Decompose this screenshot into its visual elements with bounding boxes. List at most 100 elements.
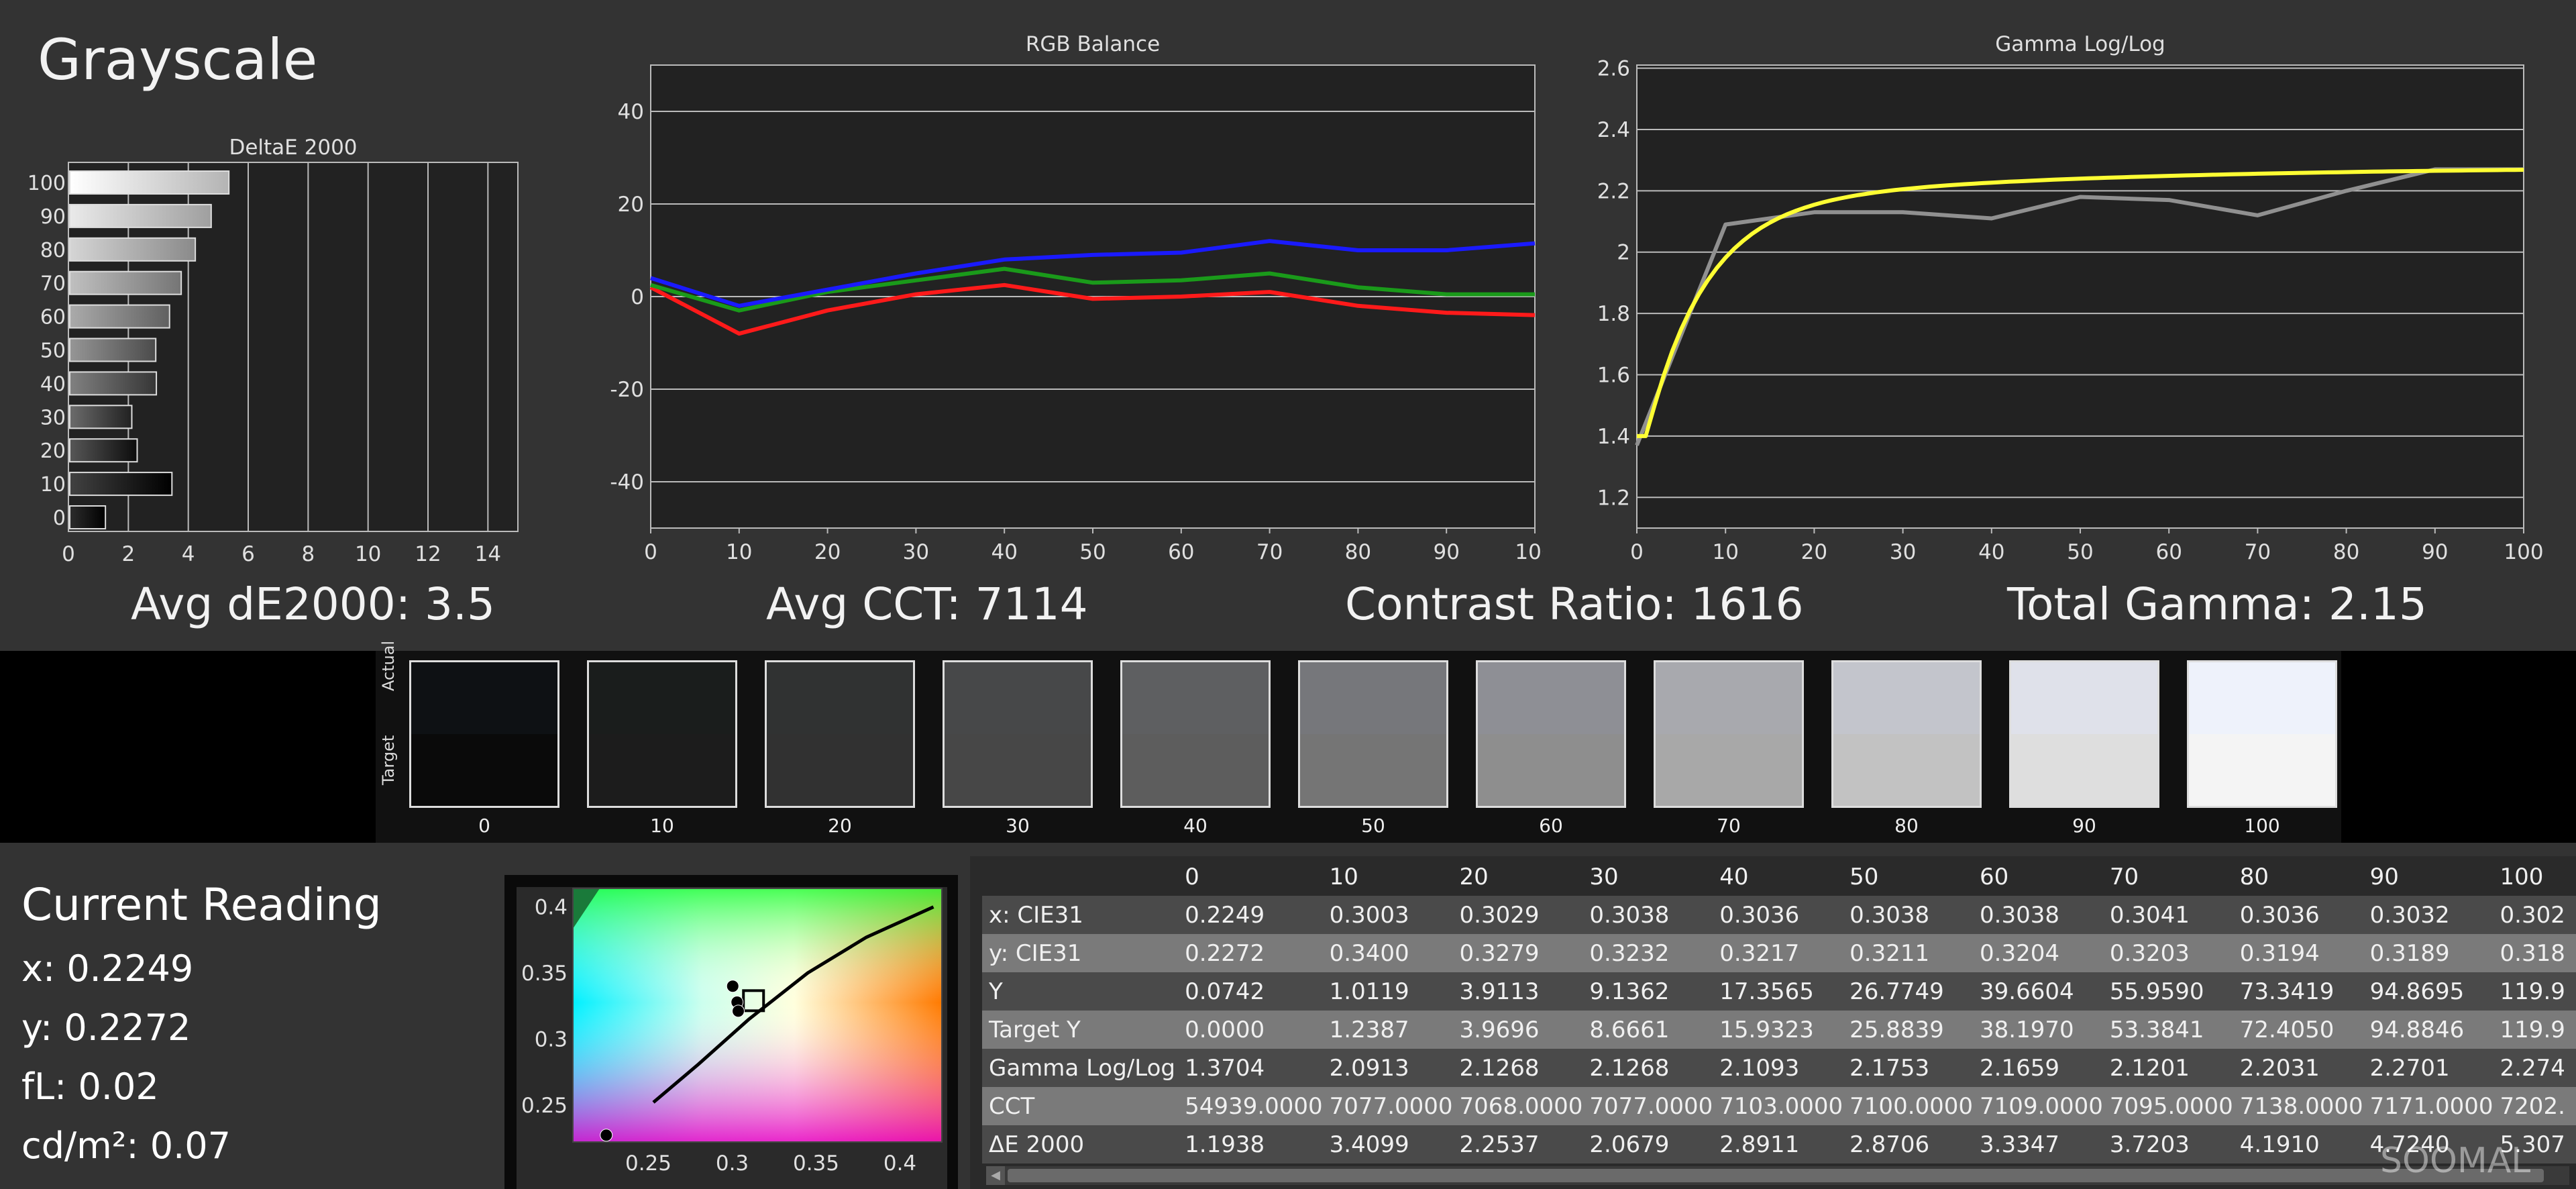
table-row-label: y: CIE31: [989, 939, 1082, 967]
table-cell: 7077.0000: [1589, 1092, 1713, 1120]
avg-de-summary: Avg dE2000: 3.5: [131, 578, 495, 630]
actual-label: Actual: [379, 640, 398, 691]
table-cell: 26.7749: [1849, 978, 1944, 1005]
table-cell: 73.3419: [2239, 978, 2334, 1005]
table-cell: 72.4050: [2239, 1016, 2334, 1043]
deltae-x-tick: 4: [182, 542, 195, 566]
table-cell: 0.3194: [2239, 939, 2320, 967]
deltae-bar: [69, 270, 182, 295]
rgb-chart-y-tick: -40: [610, 470, 644, 495]
table-cell: 0.3211: [1849, 939, 1930, 967]
table-cell: 38.1970: [1980, 1016, 2074, 1043]
cie-x-tick: 0.4: [883, 1151, 916, 1176]
table-row: y: CIE31 0.2272 0.3400 0.3279 0.3232 0.3217 0.…: [982, 934, 2576, 972]
table-row: CCT 54939.0000 7077.0000 7068.0000 7077.0000…: [982, 1087, 2576, 1125]
deltae-y-tick: 40: [40, 372, 66, 396]
deltae-y-tick: 70: [40, 272, 66, 296]
contrast-summary: Contrast Ratio: 1616: [1345, 578, 1804, 630]
swatch-actual: [1122, 662, 1269, 734]
rgb-chart-x-tick: 10: [726, 540, 752, 564]
table-cell: 3.7203: [2109, 1131, 2190, 1158]
cie-point: [600, 1129, 613, 1142]
rgb-chart-x-tick: 60: [1168, 540, 1194, 564]
gamma-chart-series-line: [1637, 168, 2524, 438]
table-cell: 7100.0000: [1849, 1092, 1974, 1120]
table-cell: 5.307: [2500, 1131, 2565, 1158]
data-table: 0 10 20 30 40 50 60 70 80 90 100 x: CIE31 0.2249 0.3…: [982, 858, 2576, 1164]
swatch-30: [943, 660, 1093, 808]
table-cell: 7077.0000: [1329, 1092, 1453, 1120]
swatch-target: [767, 734, 913, 806]
rgb-chart-y-tick: 20: [618, 193, 644, 217]
table-cell: 0.3203: [2109, 939, 2190, 967]
table-cell: 2.0679: [1589, 1131, 1670, 1158]
table-cell: 53.3841: [2109, 1016, 2204, 1043]
deltae-y-tick: 10: [40, 473, 66, 497]
gamma-chart-title: Gamma Log/Log: [1995, 32, 2165, 56]
swatch-actual: [1300, 662, 1446, 734]
table-cell: 9.1362: [1589, 978, 1670, 1005]
reading-cdm2: cd/m²: 0.07: [21, 1125, 231, 1167]
table-cell: 0.3189: [2369, 939, 2450, 967]
deltae-x-tick: 10: [355, 542, 381, 566]
table-header-cell: 10: [1329, 863, 1358, 890]
deltae-y-tick: 20: [40, 440, 66, 463]
rgb-chart-x-tick: 50: [1079, 540, 1106, 564]
table-cell: 94.8695: [2369, 978, 2465, 1005]
swatch-label: 10: [650, 815, 674, 837]
deltae-bar: [69, 304, 170, 329]
reading-x: x: 0.2249: [21, 947, 194, 990]
table-cell: 2.1201: [2109, 1054, 2190, 1082]
scrollbar-thumb[interactable]: [1008, 1169, 2544, 1182]
table-cell: 0.3279: [1459, 939, 1540, 967]
avg-cct-summary: Avg CCT: 7114: [766, 578, 1088, 630]
table-row-label: CCT: [989, 1092, 1035, 1120]
horizontal-scrollbar[interactable]: ◀: [986, 1166, 2569, 1185]
table-row-label: Gamma Log/Log: [989, 1054, 1175, 1082]
table-cell: 4.7240: [2369, 1131, 2450, 1158]
cie-gamut-corner: [573, 888, 600, 929]
swatch-target: [945, 734, 1091, 806]
deltae-bar: [69, 405, 133, 429]
cie-planckian-locus: [652, 905, 934, 1104]
table-cell: 0.2272: [1185, 939, 1265, 967]
table-row-label: Target Y: [989, 1016, 1081, 1043]
gamma-chart-x-tick: 10: [1712, 540, 1738, 564]
swatch-0: [409, 660, 559, 808]
table-cell: 0.318: [2500, 939, 2565, 967]
swatch-strip: Actual Target 0 10 20 30 40 50 60 70 80 90 100: [0, 641, 2576, 843]
deltae-title: DeltaE 2000: [229, 136, 357, 160]
table-header-cell: [982, 858, 1178, 896]
rgb-chart-series-line: [650, 266, 1535, 313]
table-cell: 0.3400: [1329, 939, 1409, 967]
table-cell: 1.1938: [1185, 1131, 1265, 1158]
table-row-label: ΔE 2000: [989, 1131, 1085, 1158]
rgb-chart-x-tick: 80: [1345, 540, 1371, 564]
scroll-left-icon[interactable]: ◀: [986, 1166, 1005, 1185]
swatch-target: [1300, 734, 1446, 806]
cie-y-tick: 0.35: [521, 962, 568, 986]
current-reading-title: Current Reading: [21, 879, 382, 931]
cie-y-tick: 0.4: [535, 896, 568, 920]
swatch-target: [589, 734, 735, 806]
swatch-actual: [767, 662, 913, 734]
table-header-cell: 20: [1459, 863, 1489, 890]
table-row: Target Y 0.0000 1.2387 3.9696 8.6661 15.9323 2…: [982, 1011, 2576, 1049]
table-header-cell: 0: [1185, 863, 1199, 890]
swatch-100: [2187, 660, 2337, 808]
table-cell: 7095.0000: [2109, 1092, 2233, 1120]
cie-x-tick: 0.35: [793, 1151, 839, 1176]
deltae-y-tick: 50: [40, 340, 66, 363]
rgb-chart-x-tick: 0: [644, 540, 657, 564]
swatch-target: [411, 734, 557, 806]
page-title: Grayscale: [38, 27, 318, 93]
deltae-bar: [69, 237, 197, 262]
gamma-chart-y-tick: 2.2: [1597, 179, 1630, 203]
rgb-chart-title: RGB Balance: [1026, 32, 1160, 56]
table-cell: 0.302: [2500, 901, 2565, 929]
table-cell: 3.9696: [1459, 1016, 1540, 1043]
gamma-chart-x-tick: 50: [2067, 540, 2093, 564]
rgb-chart-x-tick: 100: [1515, 540, 1543, 564]
deltae-bar: [69, 203, 212, 228]
table-cell: 1.3704: [1185, 1054, 1265, 1082]
